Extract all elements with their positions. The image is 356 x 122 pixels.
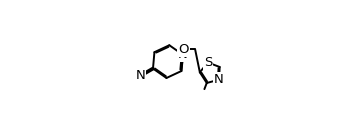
Text: S: S: [204, 56, 212, 69]
Text: N: N: [178, 48, 188, 61]
Text: N: N: [214, 73, 224, 86]
Text: O: O: [179, 43, 189, 56]
Text: N: N: [136, 69, 146, 82]
